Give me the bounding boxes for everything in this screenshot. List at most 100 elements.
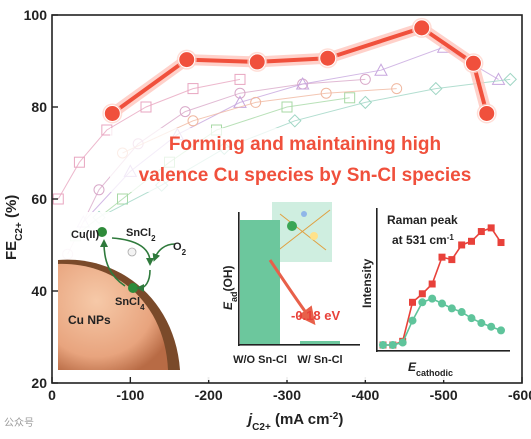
cycle-arrow-right [136,269,151,292]
raman-point [388,341,397,349]
background-point [359,73,371,85]
sncl4-label: SnCl4 [115,296,145,312]
raman-x-label-sub: cathodic [416,368,453,378]
headline: Forming and maintaining high valence Cu … [110,128,502,192]
adsorption-category-label: W/O Sn-Cl [233,354,287,366]
adsorption-bars [240,220,340,344]
cu2-label: Cu(II) [71,229,99,241]
raman-point [398,338,407,347]
background-point [73,156,85,168]
cycle-arrow-top [111,237,154,266]
raman-title-line1: Raman peak [387,213,458,227]
o2-label: O2 [173,241,187,257]
raman-title-line2-pre: at 531 cm [392,233,447,247]
sncl4-label-main: SnCl [115,296,140,308]
raman-point [477,228,485,236]
highlight-point [478,104,496,122]
raman-x-label-main: E [408,360,417,374]
y-ticks: 20 40 60 80 100 [24,7,58,391]
sncl4-atom-icon [128,283,138,293]
sncl2-atom-icon [127,247,137,257]
adsorption-x-axis [238,344,360,346]
y-tick-label: 100 [24,7,48,23]
raman-y-label: Intensity [360,258,374,308]
raman-point [457,308,466,317]
raman-x-label: Ecathodic [408,360,453,378]
adsorption-y-label-main: E [221,301,235,310]
x-axis-label-main: j [246,411,253,428]
scheme-inset: Cu(II) SnCl 2 O2 SnCl4 Cu NPs [58,212,208,370]
raman-point [418,290,426,298]
raman-backdrop [370,200,520,380]
raman-point [458,241,466,249]
background-point [187,83,199,95]
raman-point [477,319,486,328]
adsorption-y-label-unit: (OH) [221,265,235,291]
x-axis-label-sup: -2 [329,411,338,422]
x-tick-label: -300 [273,387,301,403]
x-tick-label: -100 [116,387,144,403]
background-point [374,63,388,76]
sncl4-label-sub: 4 [140,303,145,312]
background-point [429,81,443,96]
y-tick-label: 20 [31,375,47,391]
adsorption-inset: -0.18 eV Ead(OH) W/O Sn-Cl W/ Sn-Cl [208,200,368,380]
structure-bond [275,209,331,253]
x-axis-label-sub: C2+ [252,422,271,433]
headline-line1: Forming and maintaining high [169,134,441,155]
raman-title-line2-sup: -1 [447,233,455,242]
x-tick-label: -200 [195,387,223,403]
raman-x-axis [376,350,510,352]
background-point [288,114,302,128]
y-tick-label: 60 [31,191,47,207]
cycle-arrow-left [100,239,126,287]
background-point [344,92,356,104]
raman-point [468,237,475,245]
raman-point [448,256,456,264]
highlight-point [248,53,266,71]
headline-line2: valence Cu species by Sn-Cl species [139,165,472,186]
cu-nps-label: Cu NPs [68,313,111,327]
background-point [281,101,293,113]
highlight-point [178,51,196,69]
raman-point [409,298,416,306]
background-point [358,95,373,110]
highlight-series-line [111,25,489,116]
background-point [320,87,332,99]
background-point [234,73,246,85]
adsorption-bar [300,341,340,344]
x-tick-label: -600 [508,387,531,403]
raman-point [497,326,505,335]
x-axis-label-close: ) [338,411,343,428]
y-axis-label-main: FE [3,241,20,260]
raman-point [428,280,436,288]
structure-atom [287,221,297,231]
adsorption-category-label: W/ Sn-Cl [297,354,342,366]
raman-point [379,341,387,349]
o2-arrow [152,243,176,262]
highlight-point [413,19,431,37]
o2-label-sub: 2 [182,248,187,257]
background-point [295,76,310,90]
x-ticks: 0 -100 -200 -300 -400 -500 -600 [48,377,531,403]
energy-drop-arrow [268,259,316,326]
adsorption-y-axis [238,212,240,346]
y-tick-label: 40 [31,283,47,299]
adsorption-y-label-sub: ad [229,291,239,302]
background-point [117,193,128,205]
background-point [503,72,517,87]
structure-bond [279,213,327,251]
adsorption-categories: W/O Sn-Cl W/ Sn-Cl [233,354,343,366]
x-tick-label: 0 [48,387,56,403]
adsorption-y-label: Ead(OH) [221,265,239,310]
x-tick-label: -500 [430,387,458,403]
sncl2-label-sub: 2 [151,234,156,243]
raman-point [487,224,495,232]
raman-point [438,299,446,308]
x-tick-label: -400 [351,387,379,403]
background-series-line [57,78,241,200]
y-axis-label-unit: (%) [3,195,20,223]
x-axis-label: jC2+ (mA cm-2) [246,411,343,433]
